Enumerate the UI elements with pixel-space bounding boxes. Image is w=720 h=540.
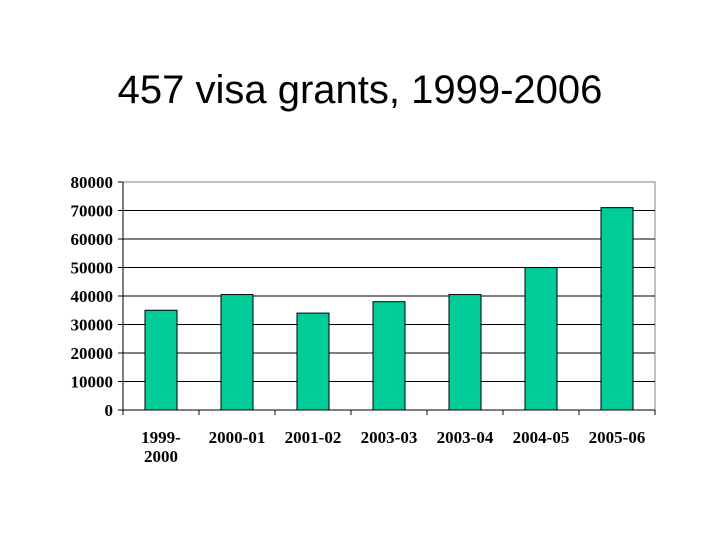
x-tick-label: 2005-06 [589, 428, 646, 447]
x-tick-label-line: 2000 [144, 447, 178, 466]
x-tick-label-line: 1999- [141, 428, 181, 447]
x-tick-label: 2003-04 [437, 428, 494, 447]
y-tick-label: 40000 [71, 287, 114, 306]
y-tick-label: 80000 [71, 173, 114, 192]
x-tick-label-line: 2004-05 [513, 428, 570, 447]
y-tick-label: 60000 [71, 230, 114, 249]
x-tick-label-line: 2003-03 [361, 428, 418, 447]
bar-1999-2000 [144, 309, 178, 411]
bar-2005-06 [600, 207, 634, 411]
bar-2000-01 [220, 294, 254, 411]
bar-2003-04 [448, 294, 482, 411]
y-tick-label: 0 [105, 401, 114, 420]
y-tick-label: 30000 [71, 316, 114, 335]
y-tick-label: 10000 [71, 373, 114, 392]
bar-2004-05 [524, 267, 558, 411]
y-tick-label: 50000 [71, 259, 114, 278]
x-tick-label-line: 2000-01 [209, 428, 266, 447]
y-tick-label: 70000 [71, 202, 114, 221]
x-tick-label: 2003-03 [361, 428, 418, 447]
x-tick-label-line: 2001-02 [285, 428, 342, 447]
x-tick-labels: 1999-2000 2000-01 2001-02 2003-03 2003-04 200… [141, 428, 645, 466]
y-tick-labels: 0 10000 20000 30000 40000 50000 60000 70000 8000… [71, 173, 114, 420]
x-tick-label-line: 2003-04 [437, 428, 494, 447]
axes [118, 181, 656, 415]
x-tick-label-line: 2005-06 [589, 428, 646, 447]
x-tick-label: 2001-02 [285, 428, 342, 447]
x-tick-label: 1999-2000 [141, 428, 181, 466]
x-tick-label: 2000-01 [209, 428, 266, 447]
x-tick-label: 2004-05 [513, 428, 570, 447]
chart-title: 457 visa grants, 1999-2006 [117, 68, 603, 112]
y-tick-label: 20000 [71, 344, 114, 363]
bar-2001-02 [296, 312, 330, 411]
bar-2003-03 [372, 301, 406, 411]
